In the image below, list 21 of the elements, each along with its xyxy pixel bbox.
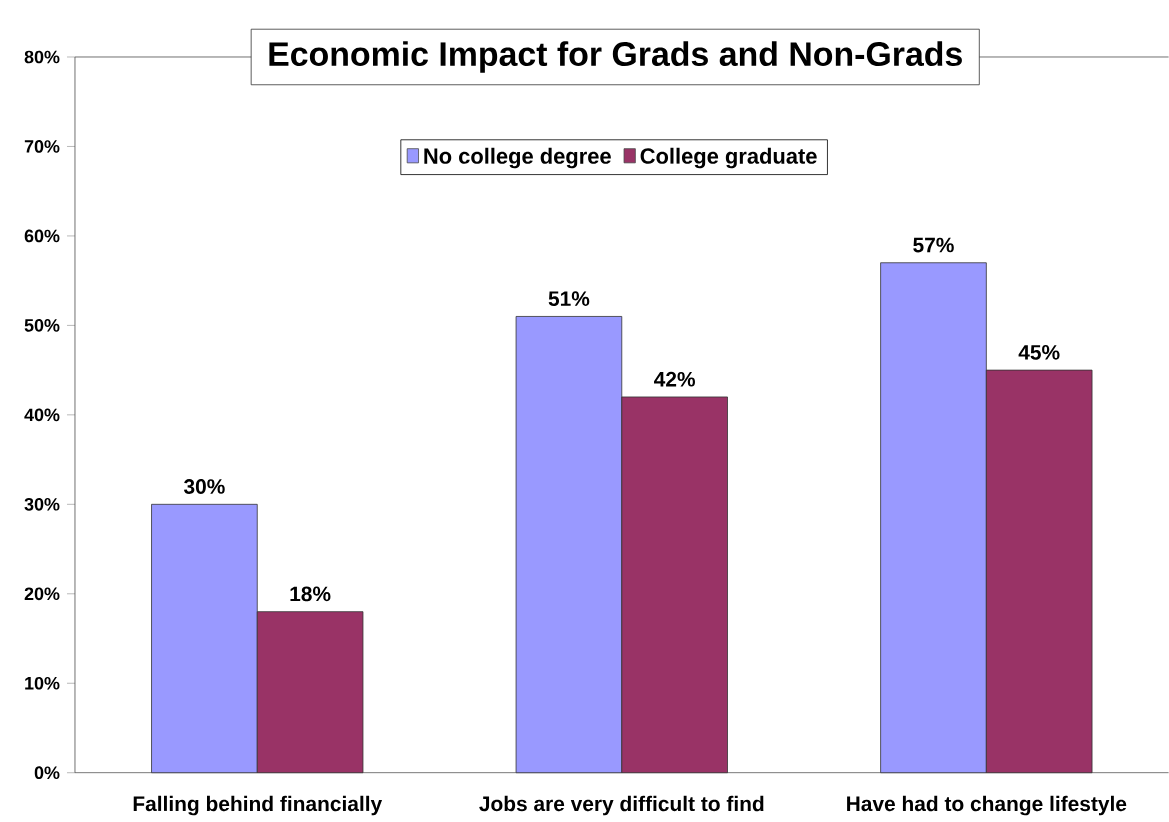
chart-title: Economic Impact for Grads and Non-Grads <box>269 41 962 73</box>
y-tick-label: 30% <box>24 497 60 511</box>
y-tick-label: 20% <box>24 587 60 601</box>
data-label: 57% <box>913 237 954 253</box>
data-label: 42% <box>654 371 695 387</box>
x-tick-label: Have had to change lifestyle <box>847 795 1127 816</box>
x-tick-label: Jobs are very difficult to find <box>479 795 764 816</box>
data-label: 51% <box>548 291 590 307</box>
data-label: 18% <box>290 586 331 602</box>
legend-label: No college degree <box>424 147 611 169</box>
y-tick-label: 10% <box>25 676 60 690</box>
y-tick-label: 0% <box>34 766 60 780</box>
y-tick-label: 60% <box>24 229 60 243</box>
y-tick-label: 40% <box>24 408 60 422</box>
x-tick-label: Falling behind financially <box>133 795 383 816</box>
data-label: 45% <box>1018 345 1060 360</box>
y-tick-label: 50% <box>24 319 60 332</box>
data-label: 30% <box>183 479 225 494</box>
y-tick-label: 70% <box>24 140 60 153</box>
legend-label: College graduate <box>640 147 817 169</box>
y-tick-label: 80% <box>24 50 60 64</box>
